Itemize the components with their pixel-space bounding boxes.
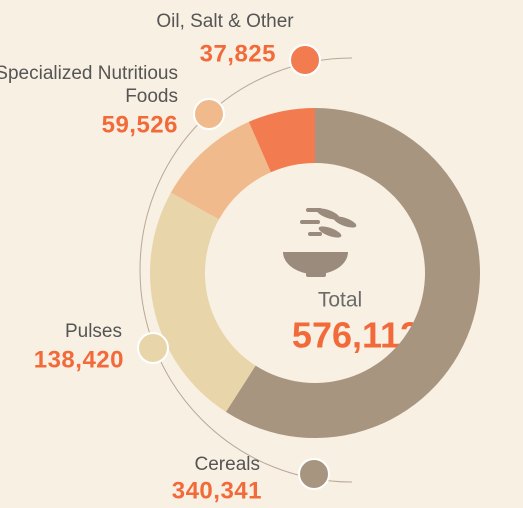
- center-title: Total: [318, 289, 362, 312]
- category-label: Specialized Nutritious Foods: [0, 63, 178, 107]
- value-label: 340,341: [172, 477, 262, 504]
- category-label: Pulses: [65, 321, 122, 342]
- category-label-line: Foods: [125, 86, 178, 107]
- category-icon: [298, 458, 330, 490]
- value-label: 37,825: [200, 40, 276, 67]
- category-label-line: Specialized Nutritious: [0, 63, 178, 84]
- bowl-icon: [283, 208, 357, 277]
- value-label: 138,420: [34, 346, 124, 373]
- category-label: Cereals: [195, 454, 260, 475]
- category-icon: [193, 98, 225, 130]
- category-icon: [137, 332, 169, 364]
- donut-segment: [150, 192, 256, 412]
- donut-segment: [225, 108, 480, 438]
- category-icon: [289, 44, 321, 76]
- value-label: 59,526: [102, 111, 178, 138]
- category-label: Oil, Salt & Other: [156, 11, 294, 32]
- donut-segment: [248, 108, 315, 173]
- donut-segment: [170, 121, 271, 220]
- guide-arc: [139, 57, 353, 483]
